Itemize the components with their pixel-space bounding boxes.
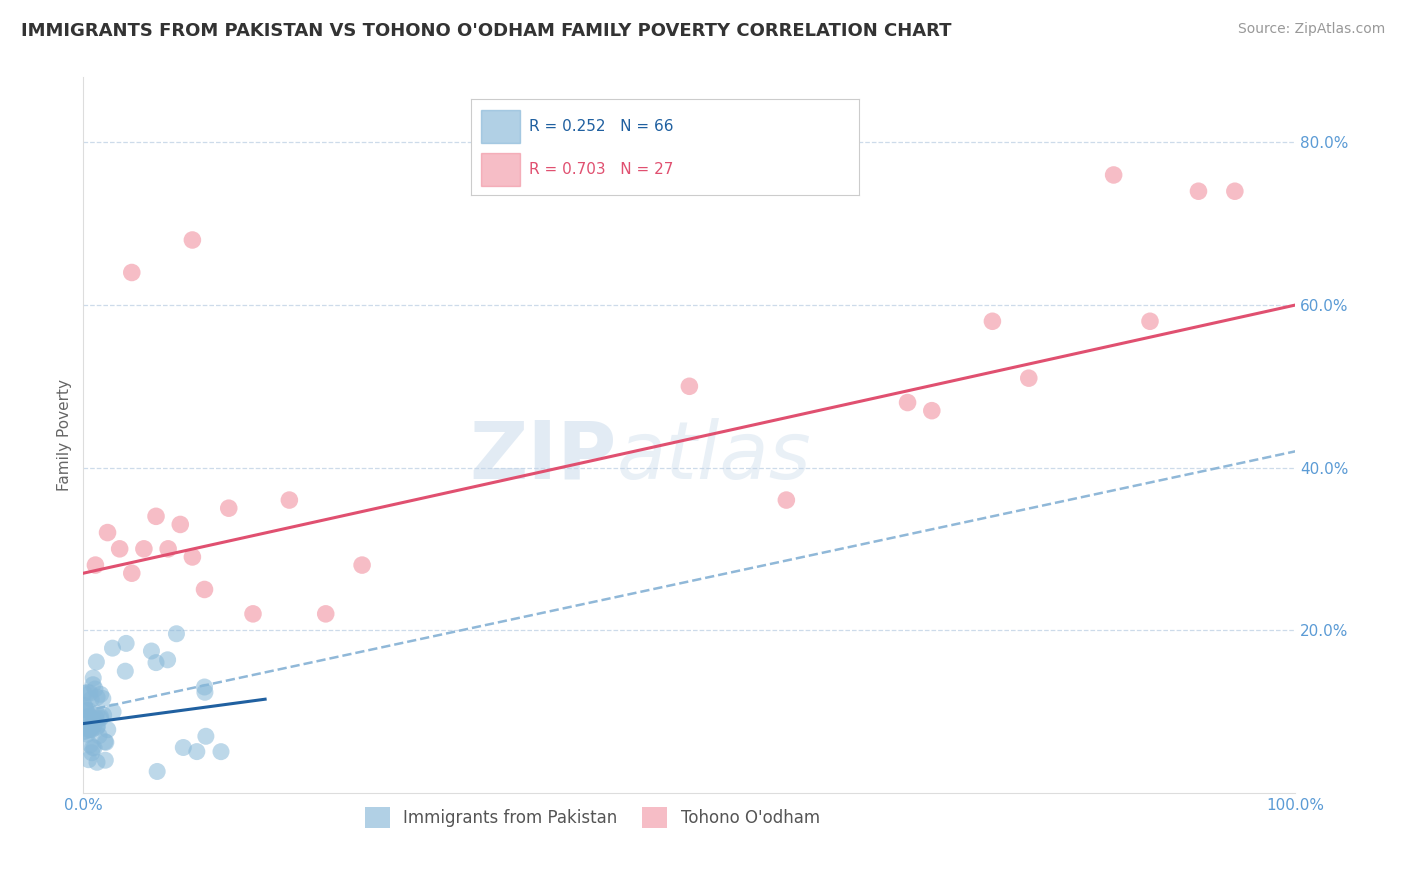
Point <box>86 690 108 705</box>
Text: ZIP: ZIP <box>470 417 617 495</box>
Point <box>181 233 204 247</box>
Point <box>89 711 111 725</box>
Point <box>76 685 98 699</box>
Point <box>82 740 104 755</box>
Point <box>93 708 115 723</box>
Point <box>209 745 232 759</box>
Point <box>145 509 167 524</box>
Point <box>86 719 108 733</box>
Point <box>96 525 118 540</box>
Point <box>775 493 797 508</box>
Point <box>1139 314 1161 328</box>
Point <box>80 723 103 737</box>
Point <box>156 653 179 667</box>
Text: IMMIGRANTS FROM PAKISTAN VS TOHONO O'ODHAM FAMILY POVERTY CORRELATION CHART: IMMIGRANTS FROM PAKISTAN VS TOHONO O'ODH… <box>21 22 952 40</box>
Point <box>79 723 101 737</box>
Point <box>73 724 96 739</box>
Point <box>75 701 97 715</box>
Point <box>169 517 191 532</box>
Point <box>73 698 96 713</box>
Point <box>86 655 108 669</box>
Point <box>165 626 187 640</box>
Point <box>186 745 208 759</box>
Point <box>83 740 105 755</box>
Point <box>352 558 374 573</box>
Legend: Immigrants from Pakistan, Tohono O'odham: Immigrants from Pakistan, Tohono O'odham <box>359 801 827 834</box>
Point <box>172 740 194 755</box>
Point <box>242 607 264 621</box>
Point <box>73 724 96 739</box>
Point <box>921 403 943 417</box>
Point <box>84 711 107 725</box>
Text: Source: ZipAtlas.com: Source: ZipAtlas.com <box>1237 22 1385 37</box>
Point <box>90 687 112 701</box>
Point <box>146 764 169 779</box>
Point <box>80 718 103 732</box>
Point <box>79 738 101 752</box>
Point <box>678 379 700 393</box>
Point <box>75 703 97 717</box>
Point <box>83 718 105 732</box>
Point <box>132 541 155 556</box>
Point <box>193 582 215 597</box>
Text: atlas: atlas <box>617 417 811 495</box>
Point <box>79 686 101 700</box>
Point <box>76 727 98 741</box>
Point <box>84 558 107 573</box>
Point <box>1102 168 1125 182</box>
Point <box>145 656 167 670</box>
Point <box>90 710 112 724</box>
Point <box>77 703 100 717</box>
Point <box>77 723 100 737</box>
Point <box>84 681 107 696</box>
Point <box>79 714 101 729</box>
Point <box>108 541 131 556</box>
Point <box>80 746 103 760</box>
Point <box>278 493 301 508</box>
Point <box>194 729 217 743</box>
Point <box>73 686 96 700</box>
Point <box>315 607 337 621</box>
Point <box>86 721 108 735</box>
Point <box>1223 184 1246 198</box>
Point <box>75 714 97 729</box>
Point <box>86 706 108 721</box>
Point <box>80 692 103 706</box>
Point <box>194 685 217 699</box>
Point <box>218 501 240 516</box>
Point <box>114 664 136 678</box>
Y-axis label: Family Poverty: Family Poverty <box>58 379 72 491</box>
Point <box>121 566 143 581</box>
Point <box>79 721 101 735</box>
Point <box>82 671 104 685</box>
Point <box>193 680 215 694</box>
Point <box>77 753 100 767</box>
Point <box>157 541 180 556</box>
Point <box>121 265 143 279</box>
Point <box>97 723 120 737</box>
Point <box>115 636 138 650</box>
Point <box>94 735 117 749</box>
Point <box>91 691 114 706</box>
Point <box>181 549 204 564</box>
Point <box>1018 371 1040 385</box>
Point <box>94 753 117 767</box>
Point <box>101 705 124 719</box>
Point <box>981 314 1004 328</box>
Point <box>87 729 110 743</box>
Point <box>896 395 918 409</box>
Point <box>86 756 108 770</box>
Point <box>101 641 124 656</box>
Point <box>82 678 104 692</box>
Point <box>82 712 104 726</box>
Point <box>76 721 98 735</box>
Point <box>79 708 101 723</box>
Point <box>94 734 117 748</box>
Point <box>141 644 163 658</box>
Point <box>1187 184 1209 198</box>
